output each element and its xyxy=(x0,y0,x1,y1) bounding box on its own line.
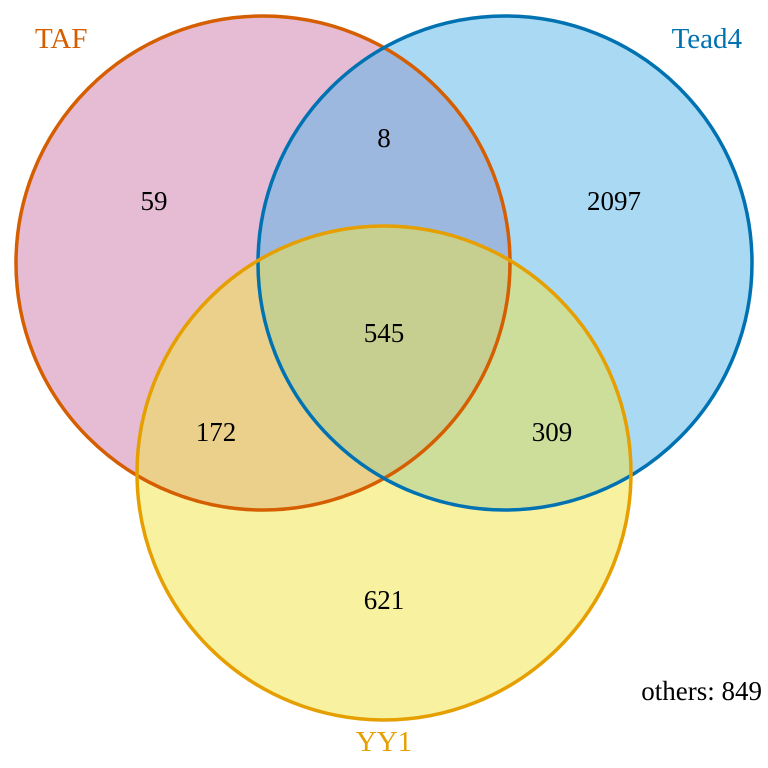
yy1-circle-fill xyxy=(137,226,631,720)
count-yy1-only: 621 xyxy=(364,585,405,615)
count-taf-yy1: 172 xyxy=(196,417,237,447)
count-taf-tead4: 8 xyxy=(377,123,391,153)
tead4-circle-outline xyxy=(256,14,754,512)
taf-label: TAF xyxy=(35,23,87,55)
count-tead4-yy1: 309 xyxy=(532,417,573,447)
others-count: others: 849 xyxy=(641,676,762,706)
tead4-label: Tead4 xyxy=(672,23,743,55)
yy1-circle-outline xyxy=(135,224,633,722)
count-tead4-only: 2097 xyxy=(587,186,641,216)
taf-circle-outline xyxy=(14,14,512,512)
count-taf-only: 59 xyxy=(141,186,168,216)
count-all-three: 545 xyxy=(364,318,405,348)
yy1-label: YY1 xyxy=(356,726,412,758)
